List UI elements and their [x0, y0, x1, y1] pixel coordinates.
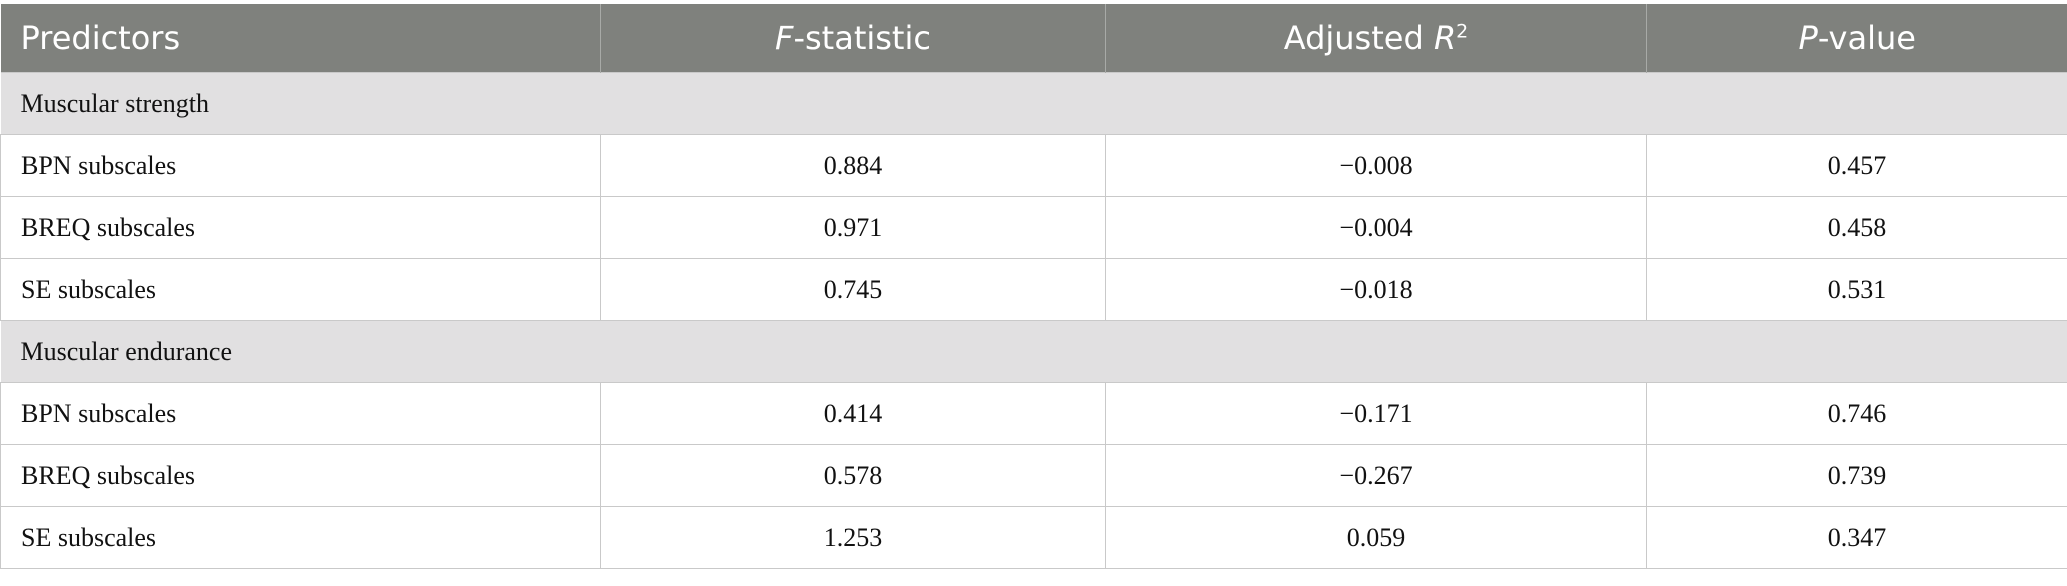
section-row-muscular-strength: Muscular strength [0, 72, 2067, 135]
predictor-cell: BPN subscales [0, 134, 601, 197]
p-value-cell: 0.457 [1646, 134, 2067, 197]
table-row: SE subscales 0.745 −0.018 0.531 [0, 258, 2067, 321]
header-adjusted-r2: Adjusted R2 [1105, 4, 1647, 73]
adjusted-r2-cell: −0.004 [1105, 196, 1647, 259]
f-statistic-cell: 0.884 [600, 134, 1106, 197]
header-row: Predictors F-statistic Adjusted R2 P-val… [0, 4, 2067, 73]
predictor-cell: BREQ subscales [0, 196, 601, 259]
predictor-cell: BPN subscales [0, 382, 601, 445]
header-r-italic: R [1433, 19, 1457, 57]
section-title: Muscular strength [0, 72, 2067, 135]
header-predictors: Predictors [0, 4, 601, 73]
table-header: Predictors F-statistic Adjusted R2 P-val… [0, 4, 2067, 73]
table-row: BREQ subscales 0.971 −0.004 0.458 [0, 196, 2067, 259]
table-body: Muscular strength BPN subscales 0.884 −0… [0, 72, 2067, 569]
f-statistic-cell: 0.971 [600, 196, 1106, 259]
table-row: SE subscales 1.253 0.059 0.347 [0, 506, 2067, 569]
header-f-rest: -statistic [793, 19, 931, 57]
p-value-cell: 0.458 [1646, 196, 2067, 259]
predictor-cell: SE subscales [0, 258, 601, 321]
adjusted-r2-cell: −0.018 [1105, 258, 1647, 321]
header-predictors-label: Predictors [20, 19, 181, 57]
header-r-superscript: 2 [1456, 20, 1469, 43]
predictor-cell: SE subscales [0, 506, 601, 569]
header-f-italic: F [775, 19, 794, 57]
adjusted-r2-cell: −0.008 [1105, 134, 1647, 197]
adjusted-r2-cell: −0.267 [1105, 444, 1647, 507]
predictor-cell: BREQ subscales [0, 444, 601, 507]
results-table-container: Predictors F-statistic Adjusted R2 P-val… [0, 4, 2067, 569]
header-f-statistic: F-statistic [600, 4, 1106, 73]
adjusted-r2-cell: 0.059 [1105, 506, 1647, 569]
p-value-cell: 0.746 [1646, 382, 2067, 445]
table-row: BPN subscales 0.414 −0.171 0.746 [0, 382, 2067, 445]
header-p-value: P-value [1646, 4, 2067, 73]
header-p-italic: P [1798, 19, 1818, 57]
table-row: BREQ subscales 0.578 −0.267 0.739 [0, 444, 2067, 507]
table-row: BPN subscales 0.884 −0.008 0.457 [0, 134, 2067, 197]
p-value-cell: 0.347 [1646, 506, 2067, 569]
regression-results-table: Predictors F-statistic Adjusted R2 P-val… [0, 4, 2067, 569]
section-row-muscular-endurance: Muscular endurance [0, 320, 2067, 383]
f-statistic-cell: 0.578 [600, 444, 1106, 507]
f-statistic-cell: 0.745 [600, 258, 1106, 321]
header-adj-text: Adjusted [1283, 19, 1434, 57]
p-value-cell: 0.531 [1646, 258, 2067, 321]
section-title: Muscular endurance [0, 320, 2067, 383]
f-statistic-cell: 1.253 [600, 506, 1106, 569]
f-statistic-cell: 0.414 [600, 382, 1106, 445]
adjusted-r2-cell: −0.171 [1105, 382, 1647, 445]
p-value-cell: 0.739 [1646, 444, 2067, 507]
header-p-rest: -value [1817, 19, 1916, 57]
